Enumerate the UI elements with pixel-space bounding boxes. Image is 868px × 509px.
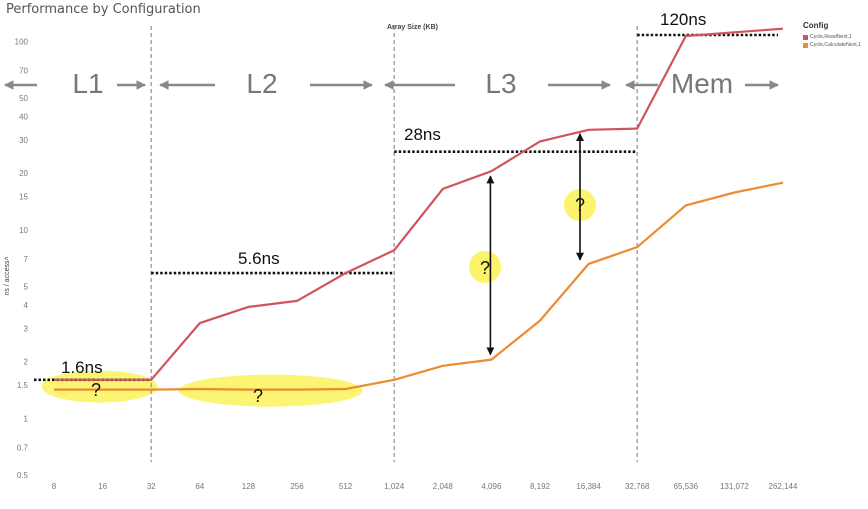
y-tick-label-16: 100 bbox=[15, 38, 29, 47]
y-tick-label-11: 20 bbox=[19, 169, 28, 178]
x-tick-label-1: 16 bbox=[98, 482, 107, 491]
x-tick-label-3: 64 bbox=[195, 482, 204, 491]
y-tick-label-9: 10 bbox=[19, 226, 28, 235]
level-label-mem: Mem bbox=[671, 68, 733, 99]
x-tick-label-14: 131,072 bbox=[720, 482, 749, 491]
y-tick-label-0: 0.5 bbox=[17, 471, 29, 480]
legend-item-readnext[interactable]: Cycle,ReadNext,1 bbox=[803, 33, 861, 41]
y-tick-label-12: 30 bbox=[19, 136, 28, 145]
level-label-l3: L3 bbox=[485, 68, 516, 99]
y-tick-label-3: 1.5 bbox=[17, 381, 29, 390]
x-tick-label-7: 1,024 bbox=[384, 482, 405, 491]
x-tick-label-0: 8 bbox=[52, 482, 57, 491]
legend-swatch-calculatenext bbox=[803, 42, 808, 48]
x-tick-label-2: 32 bbox=[147, 482, 156, 491]
x-tick-label-15: 262,144 bbox=[769, 482, 798, 491]
legend-title: Config bbox=[803, 21, 829, 30]
legend-label-calculatenext: Cycle,CalculateNext,1 bbox=[810, 42, 862, 48]
x-tick-label-12: 32,768 bbox=[625, 482, 650, 491]
level-label-l2: L2 bbox=[246, 68, 277, 99]
question-mark-l1: ? bbox=[91, 380, 101, 400]
y-tick-label-5: 3 bbox=[24, 324, 29, 333]
x-tick-label-5: 256 bbox=[290, 482, 304, 491]
y-tick-label-10: 15 bbox=[19, 193, 28, 202]
series-line-1[interactable] bbox=[54, 181, 784, 391]
y-tick-label-14: 50 bbox=[19, 94, 28, 103]
question-mark-l2: ? bbox=[253, 386, 263, 406]
x-tick-label-6: 512 bbox=[339, 482, 353, 491]
y-tick-label-7: 5 bbox=[24, 283, 29, 292]
y-tick-label-6: 4 bbox=[24, 301, 29, 310]
annotation-l2-latency: 5.6ns bbox=[238, 249, 280, 268]
x-tick-label-13: 65,536 bbox=[674, 482, 699, 491]
chart-title: Performance by Configuration bbox=[6, 2, 201, 17]
x-tick-label-11: 16,384 bbox=[576, 482, 601, 491]
x-tick-label-4: 128 bbox=[242, 482, 256, 491]
level-label-l1: L1 bbox=[72, 68, 103, 99]
y-axis-title: ns / access˄ bbox=[4, 256, 11, 295]
y-tick-label-4: 2 bbox=[24, 358, 29, 367]
x-axis-title: Array Size (KB) bbox=[387, 24, 438, 31]
series-line-0[interactable] bbox=[54, 27, 784, 381]
annotation-l3-latency: 28ns bbox=[404, 125, 441, 144]
y-tick-label-8: 7 bbox=[24, 255, 29, 264]
y-tick-label-13: 40 bbox=[19, 112, 28, 121]
y-tick-label-1: 0.7 bbox=[17, 443, 29, 452]
legend-swatch-readnext bbox=[803, 34, 808, 40]
legend-item-calculatenext[interactable]: Cycle,CalculateNext,1 bbox=[803, 41, 861, 49]
legend-label-readnext: Cycle,ReadNext,1 bbox=[810, 34, 852, 40]
y-tick-label-15: 70 bbox=[19, 67, 28, 76]
x-tick-label-9: 4,096 bbox=[481, 482, 502, 491]
question-mark-l3: ? bbox=[480, 258, 490, 278]
annotation-l1-latency: 1.6ns bbox=[61, 358, 103, 377]
question-mark-mem: ? bbox=[575, 195, 585, 215]
x-tick-label-10: 8,192 bbox=[530, 482, 551, 491]
x-tick-label-8: 2,048 bbox=[433, 482, 454, 491]
annotation-mem-latency: 120ns bbox=[660, 10, 706, 29]
y-tick-label-2: 1 bbox=[24, 414, 29, 423]
legend: Config Cycle,ReadNext,1 Cycle,CalculateN… bbox=[803, 21, 861, 49]
